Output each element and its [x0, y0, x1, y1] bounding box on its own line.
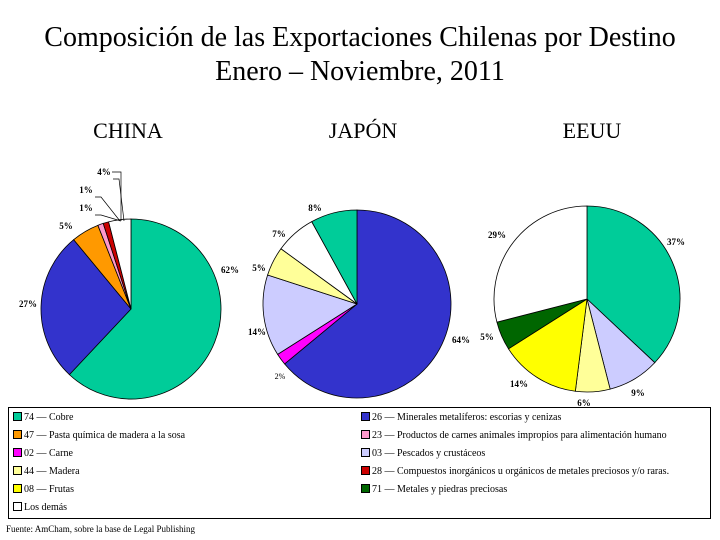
pie-title-china: CHINA	[93, 118, 163, 143]
legend-item: 02 — Carne	[13, 448, 73, 460]
leader-line	[95, 196, 121, 222]
chart-title-line1: Composición de las Exportaciones Chilena…	[44, 22, 676, 53]
legend-swatch	[361, 466, 370, 475]
legend-swatch	[361, 430, 370, 439]
legend-item: 47 — Pasta química de madera a la sosa	[13, 430, 185, 442]
legend-swatch	[13, 502, 22, 511]
pie-slice-china-los-demas	[108, 218, 132, 310]
pie-charts-area: 62% 27% 5% 1% 1% 4% 64% 2% 14% 5% 7% 8% 37% 9% 6% 14% 5%…	[19, 167, 685, 408]
pie-slice-japon-26-minerales-metaliferos-escorias-y-cenizas	[284, 209, 452, 399]
legend-swatch	[13, 448, 22, 457]
legend-label: 02 — Carne	[24, 448, 73, 459]
legend-label: Los demás	[24, 502, 68, 513]
legend-swatch	[13, 412, 22, 421]
legend-label: 71 — Metales y piedras preciosas	[372, 484, 508, 495]
legend-label: 74 — Cobre	[24, 412, 74, 423]
pie-slice-japon-03-pescados-y-crustaceos	[262, 274, 358, 355]
legend-label: 08 — Frutas	[24, 484, 74, 495]
pie-slice-china-74-cobre	[68, 218, 222, 400]
pie-label-china-47-pasta-quimica-de-madera-a-la-sosa: 5%	[59, 221, 73, 231]
pie-label-china-26-minerales-metaliferos-escorias-y-cenizas: 27%	[19, 299, 37, 309]
pie-slice-japon-74-cobre	[311, 209, 358, 305]
legend-item: 28 — Compuestos inorgánicos u orgánicos …	[361, 466, 669, 478]
pie-label-eeuu-los-demas: 29%	[488, 230, 506, 240]
legend-item: 08 — Frutas	[13, 484, 74, 496]
pie-slice-china-26-minerales-metaliferos-escorias-y-cenizas	[40, 239, 132, 376]
legend-item: 23 — Productos de carnes animales improp…	[361, 430, 667, 442]
pie-title-japon: JAPÓN	[328, 118, 398, 143]
pie-label-china-23-productos-de-carnes-animales-impropios-para-alimentacion-humano: 1%	[79, 203, 93, 213]
pie-label-eeuu-44-madera: 6%	[577, 398, 591, 408]
leader-line	[113, 178, 125, 222]
legend-item: Los demás	[13, 502, 67, 514]
source-note: Fuente: AmCham, sobre la base de Legal P…	[6, 524, 195, 534]
legend-label: 47 — Pasta química de madera a la sosa	[24, 430, 186, 441]
legend-item: 03 — Pescados y crustáceos	[361, 448, 485, 460]
legend-swatch	[13, 484, 22, 493]
legend-swatch	[13, 466, 22, 475]
pie-label-eeuu-74-cobre: 37%	[667, 237, 685, 247]
pie-label-japon-los-demas: 7%	[272, 229, 286, 239]
pie-slice-eeuu-los-demas	[493, 205, 588, 323]
pie-label-japon-74-cobre: 8%	[308, 203, 322, 213]
pie-label-china-74-cobre: 62%	[221, 265, 239, 275]
legend-item: 26 — Minerales metalíferos: escorias y c…	[361, 412, 561, 424]
legend: 74 — Cobre 26 — Minerales metalíferos: es…	[8, 407, 711, 519]
pie-label-japon-44-madera: 5%	[252, 263, 266, 273]
pie-slice-eeuu-74-cobre	[586, 205, 681, 364]
pie-title-eeuu: EEUU	[562, 118, 622, 143]
legend-item: 71 — Metales y piedras preciosas	[361, 484, 507, 496]
pie-label-eeuu-03-pescados-y-crustaceos: 9%	[631, 388, 645, 398]
pie-label-china-28-compuestos-inorganicos-u-organicos-de-metales-preciosos-y-o-raras: 1%	[79, 185, 93, 195]
pie-label-japon-02-carne: 2%	[275, 372, 286, 381]
pie-label-japon-26-minerales-metaliferos-escorias-y-cenizas: 64%	[452, 335, 470, 345]
leader-line	[95, 214, 122, 222]
pie-label-japon-03-pescados-y-crustaceos: 14%	[248, 327, 266, 337]
legend-label: 23 — Productos de carnes animales improp…	[372, 430, 667, 441]
legend-label: 26 — Minerales metalíferos: escorias y c…	[372, 412, 562, 423]
pie-label-eeuu-08-frutas: 14%	[510, 379, 528, 389]
legend-label: 03 — Pescados y crustáceos	[372, 448, 486, 459]
legend-item: 44 — Madera	[13, 466, 80, 478]
pie-label-china-los-demas: 4%	[97, 167, 111, 177]
pie-label-eeuu-71-metales-y-piedras-preciosas: 5%	[480, 332, 494, 342]
legend-label: 28 — Compuestos inorgánicos u orgánicos …	[372, 466, 670, 477]
legend-label: 44 — Madera	[24, 466, 80, 477]
legend-swatch	[361, 484, 370, 493]
legend-swatch	[361, 412, 370, 421]
legend-swatch	[361, 448, 370, 457]
pie-slice-eeuu-08-frutas	[507, 298, 588, 392]
legend-swatch	[13, 430, 22, 439]
chart-title-line2: Enero – Noviembre, 2011	[215, 56, 505, 87]
leader-line	[112, 171, 122, 221]
legend-item: 74 — Cobre	[13, 412, 73, 424]
